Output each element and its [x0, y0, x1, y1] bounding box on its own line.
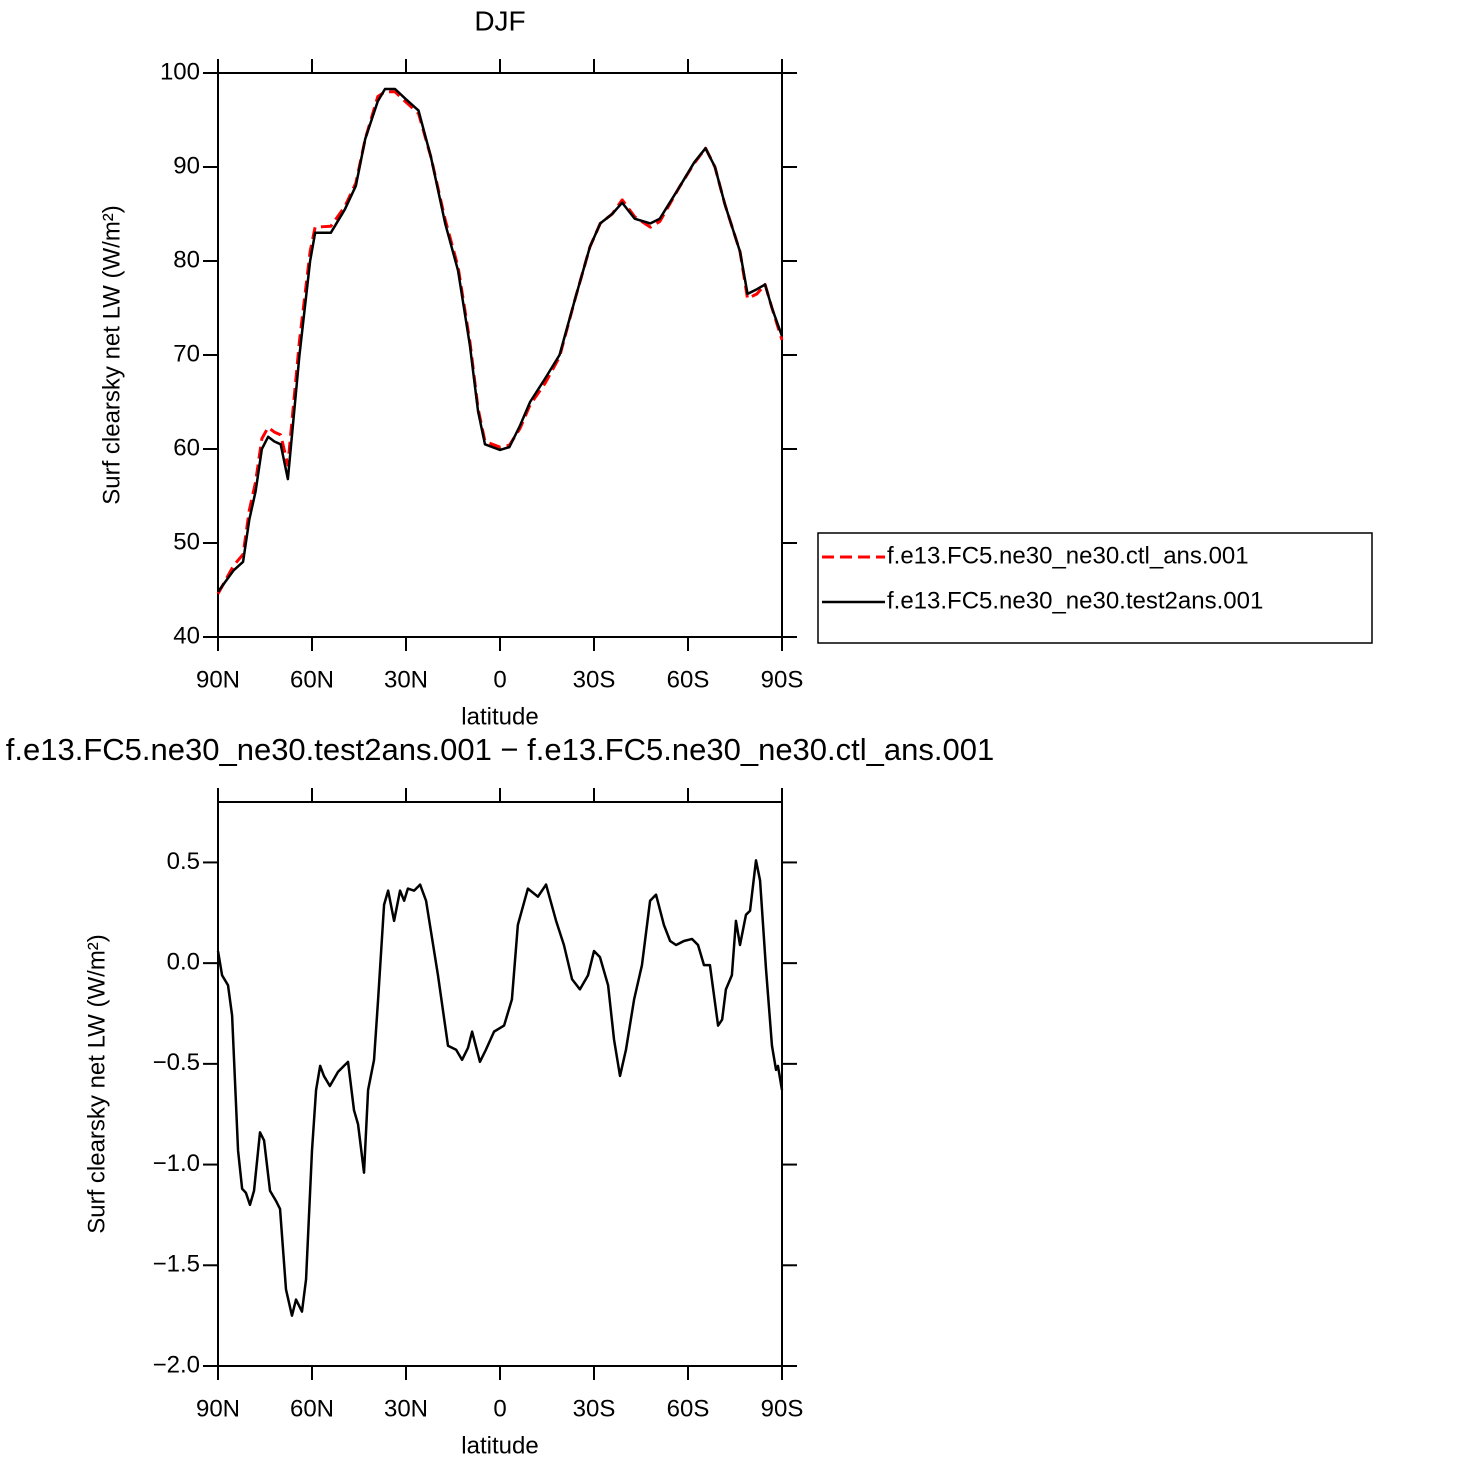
- x-tick-label: 60S: [667, 666, 710, 693]
- legend-label: f.e13.FC5.ne30_ne30.test2ans.001: [887, 587, 1263, 614]
- y-tick-label: 80: [173, 246, 200, 273]
- x-tick-label: 60N: [290, 1395, 334, 1422]
- x-tick-label: 0: [493, 1395, 506, 1422]
- y-axis-label: Surf clearsky net LW (W/m²): [83, 934, 110, 1234]
- x-tick-label: 30S: [573, 1395, 616, 1422]
- y-tick-label: 50: [173, 528, 200, 555]
- chart-title: DJF: [474, 5, 525, 36]
- data-line: [216, 87, 784, 593]
- x-axis-label: latitude: [461, 1432, 538, 1459]
- x-tick-label: 90N: [196, 1395, 240, 1422]
- legend: f.e13.FC5.ne30_ne30.ctl_ans.001 f.e13.FC5…: [817, 532, 1373, 644]
- plot-frame: [217, 72, 783, 638]
- y-tick-label: 0.5: [167, 848, 200, 875]
- y-tick-label: −1.5: [153, 1251, 200, 1278]
- y-tick-label: 60: [173, 434, 200, 461]
- x-tick-label: 90N: [196, 666, 240, 693]
- y-tick-label: 0.0: [167, 948, 200, 975]
- legend-box: [817, 532, 1373, 644]
- x-tick-label: 90S: [761, 1395, 804, 1422]
- x-axis-label: latitude: [461, 703, 538, 730]
- y-tick-label: 90: [173, 152, 200, 179]
- y-tick-label: 40: [173, 622, 200, 649]
- x-tick-label: 0: [493, 666, 506, 693]
- y-tick-label: −1.0: [153, 1150, 200, 1177]
- data-line: [216, 859, 784, 1317]
- y-axis-label: Surf clearsky net LW (W/m²): [98, 205, 125, 505]
- y-tick-label: 100: [160, 58, 200, 85]
- y-tick-label: 70: [173, 340, 200, 367]
- legend-label: f.e13.FC5.ne30_ne30.ctl_ans.001: [887, 542, 1249, 569]
- x-tick-label: 30N: [384, 1395, 428, 1422]
- y-tick-label: −2.0: [153, 1351, 200, 1378]
- y-tick-label: −0.5: [153, 1049, 200, 1076]
- data-line: [216, 90, 784, 595]
- x-tick-label: 90S: [761, 666, 804, 693]
- x-tick-label: 60N: [290, 666, 334, 693]
- x-tick-label: 30N: [384, 666, 428, 693]
- x-tick-label: 30S: [573, 666, 616, 693]
- x-tick-label: 60S: [667, 1395, 710, 1422]
- plot-frame: [217, 801, 783, 1367]
- chart-title: f.e13.FC5.ne30_ne30.test2ans.001 − f.e13…: [6, 732, 994, 767]
